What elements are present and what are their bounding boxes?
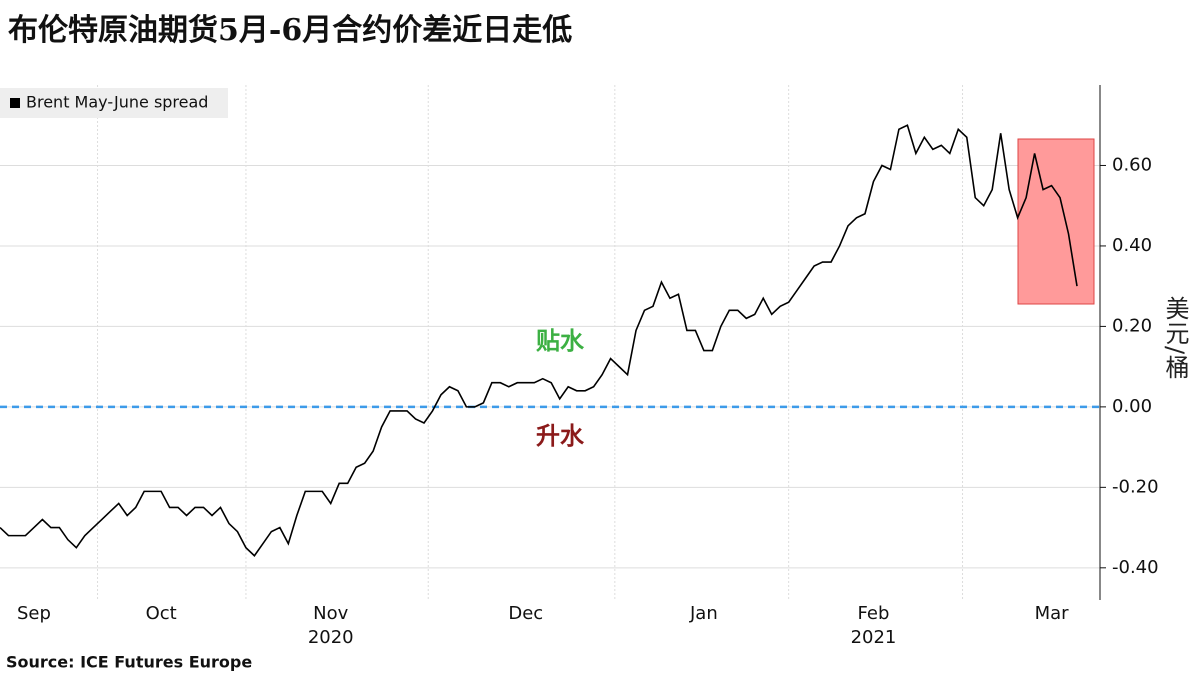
x-tick-label: Sep: [17, 603, 51, 624]
y-axis-label: 美元/桶: [1161, 296, 1189, 381]
x-tick-label: Dec: [508, 603, 543, 624]
y-tick-label: 0.00: [1112, 396, 1152, 417]
x-year-label: 2020: [308, 627, 354, 648]
highlight-box: [1017, 138, 1095, 305]
y-tick-label: 0.60: [1112, 154, 1152, 175]
legend-label: Brent May-June spread: [26, 93, 208, 112]
x-tick-label: Nov: [313, 603, 348, 624]
x-tick-label: Mar: [1035, 603, 1070, 624]
y-tick-label: 0.40: [1112, 235, 1152, 256]
y-tick-label: -0.20: [1112, 476, 1159, 497]
source: Source: ICE Futures Europe: [6, 653, 252, 672]
y-tick-label: 0.20: [1112, 315, 1152, 336]
x-tick-label: Jan: [689, 603, 718, 624]
legend-box: [0, 88, 228, 118]
chart-title: 布伦特原油期货5月-6月合约价差近日走低: [8, 13, 572, 48]
annotation: 升水: [536, 422, 585, 450]
x-tick-label: Feb: [858, 603, 890, 624]
legend-swatch: [10, 98, 20, 108]
y-tick-label: -0.40: [1112, 557, 1159, 578]
x-tick-label: Oct: [146, 603, 177, 624]
line: [0, 124, 1078, 557]
x-year-label: 2021: [851, 627, 897, 648]
annotation: 贴水: [536, 327, 585, 355]
